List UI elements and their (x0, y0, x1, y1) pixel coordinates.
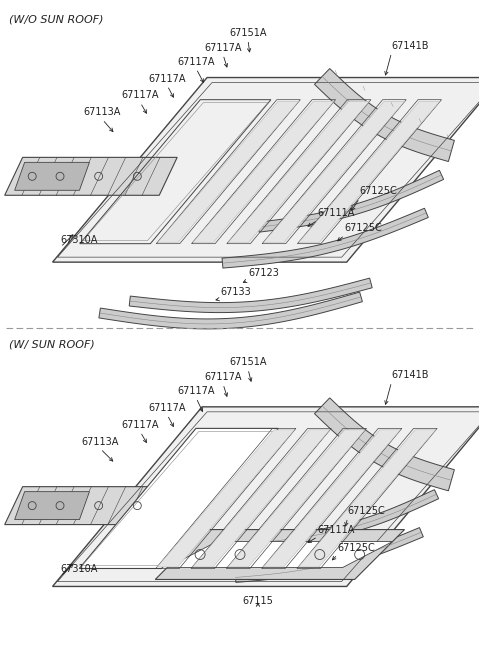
Text: 67310A: 67310A (60, 235, 98, 245)
Polygon shape (228, 101, 370, 242)
Text: 67117A: 67117A (148, 73, 186, 84)
Polygon shape (314, 398, 455, 491)
Text: 67310A: 67310A (60, 565, 98, 574)
Text: 67117A: 67117A (204, 43, 242, 52)
Text: 67141B: 67141B (392, 41, 429, 50)
Polygon shape (5, 487, 177, 525)
Polygon shape (193, 101, 334, 242)
Text: 67113A: 67113A (82, 437, 119, 447)
Text: 67125C: 67125C (345, 223, 383, 233)
Text: 67123: 67123 (248, 268, 279, 278)
Polygon shape (129, 278, 372, 312)
Polygon shape (299, 101, 440, 242)
Text: 67125C: 67125C (360, 186, 397, 196)
Polygon shape (263, 430, 400, 567)
Text: 67151A: 67151A (229, 28, 267, 37)
Text: 67125C: 67125C (338, 542, 375, 553)
Polygon shape (299, 430, 436, 567)
Polygon shape (158, 101, 299, 242)
Polygon shape (192, 430, 330, 567)
Polygon shape (157, 430, 294, 567)
Polygon shape (228, 430, 365, 567)
Text: 67113A: 67113A (84, 107, 121, 117)
Text: 67151A: 67151A (229, 357, 267, 367)
Text: 67115: 67115 (242, 597, 274, 607)
Text: (W/ SUN ROOF): (W/ SUN ROOF) (9, 340, 95, 350)
Text: 67125C: 67125C (348, 506, 385, 515)
Polygon shape (5, 157, 177, 195)
Polygon shape (314, 69, 455, 162)
Polygon shape (52, 77, 480, 262)
Polygon shape (15, 492, 89, 519)
Text: 67117A: 67117A (121, 420, 159, 430)
Polygon shape (235, 527, 423, 582)
Polygon shape (155, 530, 405, 580)
Text: 67141B: 67141B (392, 370, 429, 380)
Text: 67117A: 67117A (204, 372, 242, 382)
Text: 67117A: 67117A (148, 403, 186, 413)
Polygon shape (15, 162, 89, 191)
Polygon shape (222, 208, 428, 268)
Text: 67117A: 67117A (178, 386, 215, 396)
Text: 67111A: 67111A (318, 525, 355, 534)
Polygon shape (167, 542, 393, 567)
Polygon shape (270, 490, 439, 546)
Polygon shape (258, 170, 444, 232)
Polygon shape (52, 407, 480, 586)
Polygon shape (264, 101, 405, 242)
Polygon shape (99, 292, 362, 329)
Text: 67117A: 67117A (178, 56, 215, 67)
Text: 67133: 67133 (220, 287, 251, 297)
Polygon shape (79, 428, 278, 569)
Text: 67117A: 67117A (121, 90, 159, 100)
Text: (W/O SUN ROOF): (W/O SUN ROOF) (9, 14, 103, 25)
Text: 67111A: 67111A (318, 208, 355, 218)
